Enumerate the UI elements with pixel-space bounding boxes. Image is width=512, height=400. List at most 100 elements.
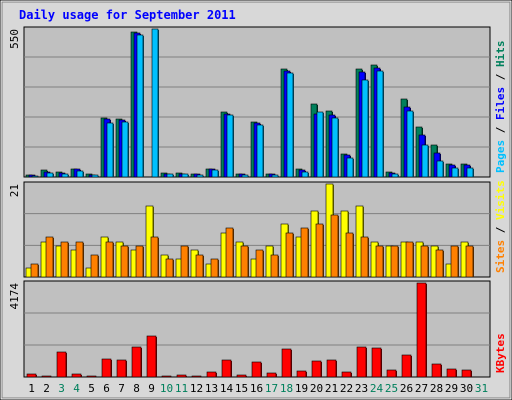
bar-sites-day-20 (315, 223, 324, 278)
bar-pages-day-27 (421, 144, 429, 178)
day-label-26: 26 (400, 382, 413, 395)
bar-pages-day-24 (376, 70, 384, 178)
bar-kbytes-day-26 (401, 354, 412, 378)
bar-kbytes-day-2 (41, 375, 52, 378)
panel-top: 550 Pages / Files / Hits (8, 26, 507, 178)
day-label-11: 11 (175, 382, 188, 395)
day-label-7: 7 (118, 382, 125, 395)
bar-kbytes-day-14 (221, 359, 232, 378)
bar-kbytes-day-28 (431, 363, 442, 378)
bar-sites-day-11 (180, 245, 189, 278)
panel-bottom: 4174 KBytes (8, 280, 507, 378)
bar-kbytes-day-21 (326, 359, 337, 378)
chart-title: Daily usage for September 2011 (19, 8, 236, 22)
legend-files: Files (494, 87, 507, 120)
panel-bottom-plot-area (23, 280, 491, 378)
bar-sites-day-16 (255, 249, 264, 278)
bar-sites-day-7 (120, 245, 129, 278)
bar-kbytes-day-25 (386, 369, 397, 378)
legend-kbytes: KBytes (494, 333, 507, 373)
bar-pages-day-17 (271, 174, 279, 178)
day-label-10: 10 (160, 382, 173, 395)
bar-pages-day-14 (226, 114, 234, 178)
bar-pages-day-21 (331, 117, 339, 178)
bar-sites-day-21 (330, 214, 339, 278)
legend-separator: / (494, 67, 507, 87)
bar-kbytes-day-17 (266, 372, 277, 378)
bar-sites-day-15 (240, 245, 249, 278)
bar-kbytes-day-1 (26, 373, 37, 378)
day-label-31: 31 (475, 382, 488, 395)
bar-sites-day-29 (450, 245, 459, 278)
bar-pages-day-28 (436, 160, 444, 178)
day-label-2: 2 (43, 382, 50, 395)
legend-hits: Hits (494, 41, 507, 68)
bar-kbytes-day-13 (206, 371, 217, 378)
bar-sites-day-6 (105, 241, 114, 278)
day-label-6: 6 (103, 382, 110, 395)
bar-kbytes-day-4 (71, 373, 82, 378)
bar-pages-day-7 (121, 121, 129, 178)
bar-kbytes-day-20 (311, 360, 322, 378)
bar-sites-day-3 (60, 241, 69, 278)
bar-sites-day-4 (75, 241, 84, 278)
day-label-30: 30 (460, 382, 473, 395)
day-label-27: 27 (415, 382, 428, 395)
day-label-29: 29 (445, 382, 458, 395)
bar-sites-day-27 (420, 245, 429, 278)
bar-sites-day-1 (30, 263, 39, 278)
bar-kbytes-day-24 (371, 347, 382, 378)
panel-top-legend: Pages / Files / Hits (494, 41, 507, 174)
bar-sites-day-18 (285, 232, 294, 278)
panel-middle: 21 Sites / Visits (8, 180, 507, 278)
bar-kbytes-day-8 (131, 346, 142, 378)
bar-kbytes-day-29 (446, 368, 457, 378)
bar-sites-day-2 (45, 236, 54, 278)
bar-pages-day-30 (466, 167, 474, 178)
bar-kbytes-day-19 (296, 370, 307, 378)
bar-sites-day-10 (165, 258, 174, 278)
bar-kbytes-day-16 (251, 361, 262, 378)
bar-pages-day-13 (211, 169, 219, 178)
bar-pages-day-20 (316, 111, 324, 178)
day-label-21: 21 (325, 382, 338, 395)
bar-pages-day-10 (166, 173, 174, 178)
bar-pages-day-19 (301, 171, 309, 178)
bar-sites-day-13 (210, 258, 219, 278)
legend-separator: / (494, 220, 507, 240)
day-label-16: 16 (250, 382, 263, 395)
bar-sites-day-25 (390, 245, 399, 278)
bar-pages-day-6 (106, 122, 114, 178)
day-label-1: 1 (28, 382, 35, 395)
bar-kbytes-day-9 (146, 335, 157, 378)
bar-kbytes-day-27 (416, 282, 427, 378)
bar-sites-day-24 (375, 245, 384, 278)
bar-pages-day-23 (361, 79, 369, 178)
day-label-19: 19 (295, 382, 308, 395)
day-label-23: 23 (355, 382, 368, 395)
day-label-13: 13 (205, 382, 218, 395)
day-label-14: 14 (220, 382, 234, 395)
bar-pages-day-29 (451, 167, 459, 178)
panel-top-y-max-label: 550 (8, 29, 21, 49)
legend-sites: Sites (494, 240, 507, 273)
day-label-18: 18 (280, 382, 293, 395)
bar-sites-day-14 (225, 227, 234, 278)
day-label-12: 12 (190, 382, 203, 395)
bar-pages-day-5 (91, 174, 99, 178)
bar-sites-day-26 (405, 241, 414, 278)
bar-sites-day-12 (195, 254, 204, 278)
bar-pages-day-22 (346, 157, 354, 178)
bar-kbytes-day-11 (176, 374, 187, 378)
bar-sites-day-30 (465, 245, 474, 278)
day-label-5: 5 (88, 382, 95, 395)
legend-pages: Pages (494, 140, 507, 173)
panel-bottom-legend: KBytes (494, 333, 507, 373)
bar-sites-day-5 (90, 254, 99, 278)
bar-kbytes-day-10 (161, 375, 172, 378)
bar-pages-day-12 (196, 174, 204, 178)
bar-sites-day-23 (360, 236, 369, 278)
day-label-4: 4 (73, 382, 80, 395)
